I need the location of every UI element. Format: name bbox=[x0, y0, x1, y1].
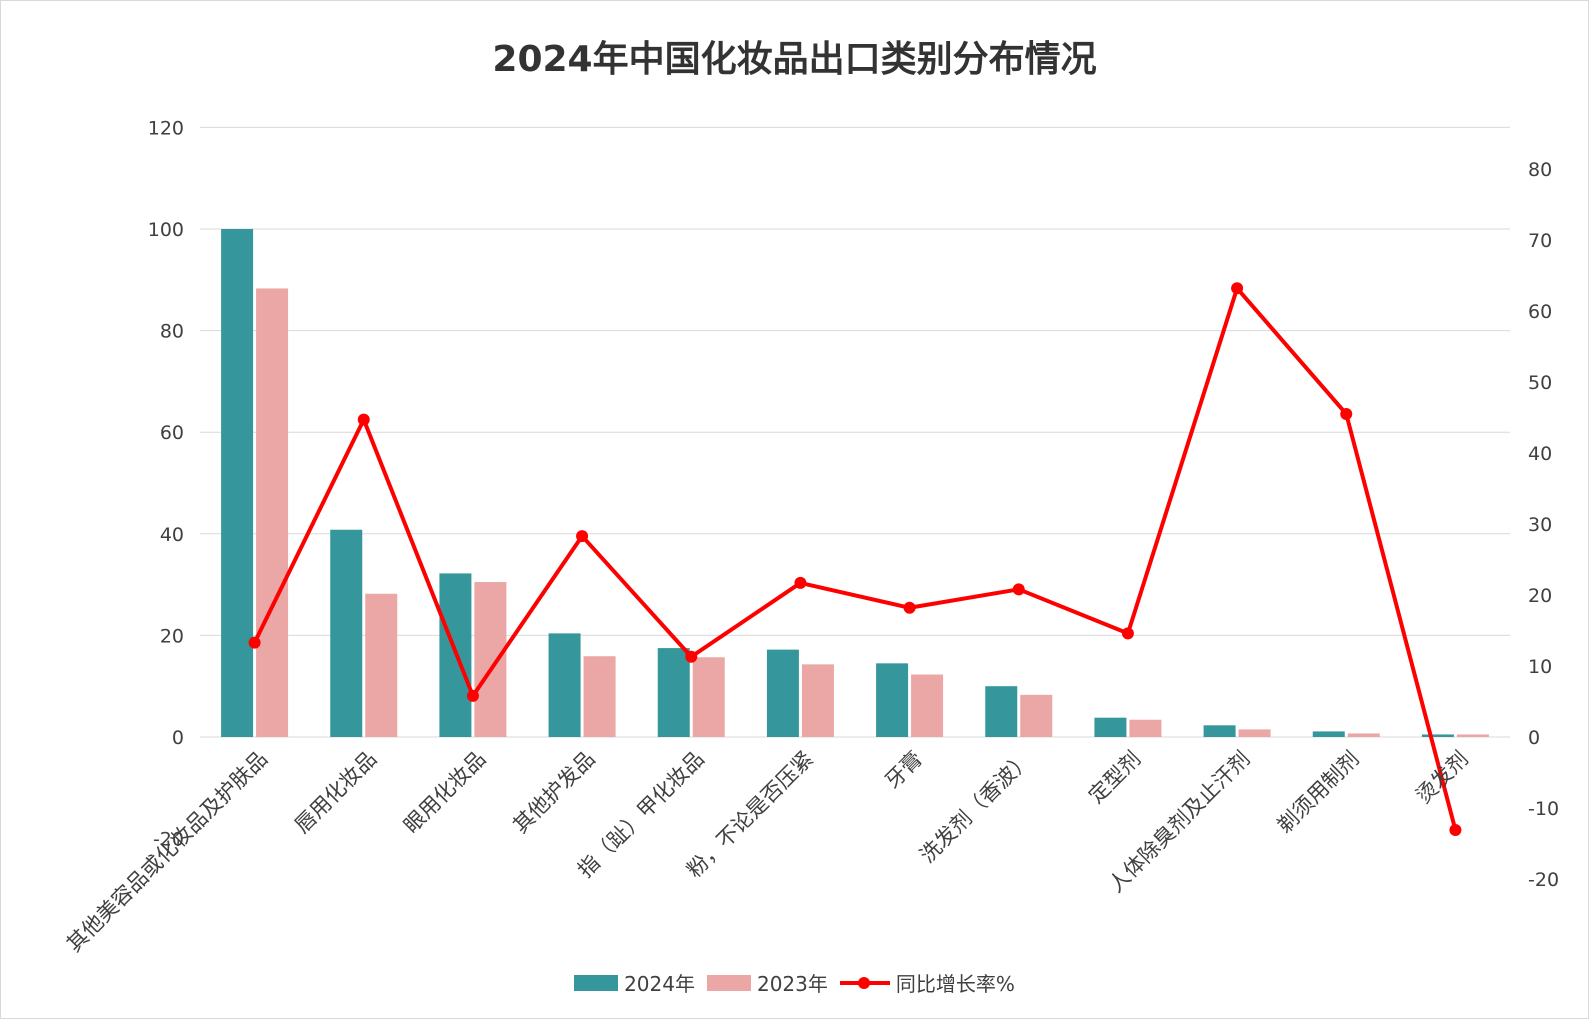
legend: 2024年 2023年 同比增长率% bbox=[0, 968, 1589, 997]
category-label: 洗发剂（香波） bbox=[915, 747, 1036, 868]
growth-point bbox=[1121, 627, 1134, 640]
bar-2023 bbox=[801, 664, 834, 737]
bar-2024 bbox=[1094, 717, 1127, 737]
bars bbox=[221, 229, 1489, 737]
growth-point bbox=[466, 689, 479, 702]
category-label: 剃须用制剂 bbox=[1273, 747, 1364, 838]
bar-2024 bbox=[221, 229, 254, 737]
bar-2023 bbox=[1456, 734, 1489, 737]
left-tick-label: 100 bbox=[148, 219, 184, 241]
bar-2023 bbox=[365, 593, 398, 737]
growth-point bbox=[685, 650, 698, 663]
growth-line-path bbox=[252, 286, 1458, 831]
growth-point bbox=[1449, 824, 1462, 837]
category-label: 定型剂 bbox=[1084, 747, 1146, 809]
bar-2023 bbox=[1347, 733, 1380, 737]
left-tick-label: 40 bbox=[160, 524, 184, 546]
left-tick-label: -20 bbox=[153, 829, 184, 851]
legend-label-2023: 2023年 bbox=[756, 972, 828, 996]
right-tick-label: 0 bbox=[1528, 727, 1540, 749]
category-label: 烫发剂 bbox=[1411, 747, 1473, 809]
category-label: 眼用化妆品 bbox=[399, 747, 490, 838]
legend-swatch-2023 bbox=[706, 974, 751, 991]
right-tick-label: 70 bbox=[1528, 230, 1552, 252]
growth-point bbox=[794, 576, 807, 589]
bar-2024 bbox=[657, 648, 690, 737]
bar-2023 bbox=[1129, 719, 1162, 737]
legend-item-growth[interactable]: 同比增长率% bbox=[839, 968, 1015, 997]
right-tick-label: 40 bbox=[1528, 443, 1552, 465]
bar-2023 bbox=[583, 656, 616, 737]
left-tick-label: 80 bbox=[160, 321, 184, 343]
right-tick-label: 10 bbox=[1528, 656, 1552, 678]
left-tick-label: 0 bbox=[172, 727, 184, 749]
growth-point bbox=[1012, 583, 1025, 596]
grid-lines bbox=[200, 126, 1510, 738]
category-label: 其他护发品 bbox=[508, 747, 599, 838]
left-tick-label: 20 bbox=[160, 625, 184, 647]
left-tick-label: 60 bbox=[160, 422, 184, 444]
bar-2024 bbox=[766, 649, 799, 737]
legend-swatch-2024 bbox=[574, 974, 619, 991]
left-tick-label: 120 bbox=[148, 117, 184, 139]
bar-2024 bbox=[985, 686, 1018, 737]
growth-point bbox=[248, 636, 261, 649]
growth-line bbox=[248, 282, 1462, 837]
bar-2023 bbox=[474, 582, 507, 737]
right-tick-label: -20 bbox=[1528, 869, 1559, 891]
right-tick-label: 20 bbox=[1528, 585, 1552, 607]
bar-2023 bbox=[1238, 729, 1271, 737]
category-label: 牙膏 bbox=[880, 747, 927, 794]
right-tick-label: 60 bbox=[1528, 301, 1552, 323]
bar-2024 bbox=[548, 633, 581, 737]
growth-point bbox=[576, 530, 589, 543]
bar-2023 bbox=[911, 674, 944, 737]
legend-line-marker bbox=[839, 976, 890, 990]
bar-2024 bbox=[330, 529, 363, 737]
bar-2024 bbox=[1312, 731, 1345, 737]
bar-2024 bbox=[1421, 734, 1454, 737]
bar-2024 bbox=[1203, 725, 1236, 737]
legend-label-growth: 同比增长率% bbox=[895, 972, 1015, 996]
right-axis-ticks: -20 -10 0 10 20 30 40 50 60 70 80 bbox=[1528, 159, 1559, 891]
bar-2023 bbox=[256, 288, 289, 737]
category-label: 其他美容品或化妆品及护肤品 bbox=[62, 747, 272, 957]
bar-2024 bbox=[876, 663, 909, 737]
growth-point bbox=[357, 413, 370, 426]
left-axis-ticks: -20 0 20 40 60 80 100 120 bbox=[148, 117, 184, 850]
chart-title: 2024年中国化妆品出口类别分布情况 bbox=[492, 39, 1097, 80]
growth-point bbox=[903, 601, 916, 614]
legend-item-2024[interactable]: 2024年 bbox=[574, 968, 695, 997]
bar-2023 bbox=[692, 657, 725, 737]
growth-point bbox=[1231, 282, 1244, 295]
legend-label-2024: 2024年 bbox=[624, 972, 695, 996]
right-tick-label: -10 bbox=[1528, 798, 1559, 820]
right-tick-label: 50 bbox=[1528, 372, 1552, 394]
right-tick-label: 30 bbox=[1528, 514, 1552, 536]
category-labels: 其他美容品或化妆品及护肤品 唇用化妆品 眼用化妆品 其他护发品指（趾）甲化妆品粉，不论… bbox=[62, 747, 1473, 957]
category-label: 唇用化妆品 bbox=[290, 747, 381, 838]
growth-point bbox=[1340, 407, 1353, 420]
legend-item-2023[interactable]: 2023年 bbox=[706, 968, 828, 997]
bar-2023 bbox=[1020, 694, 1053, 737]
right-tick-label: 80 bbox=[1528, 159, 1552, 181]
